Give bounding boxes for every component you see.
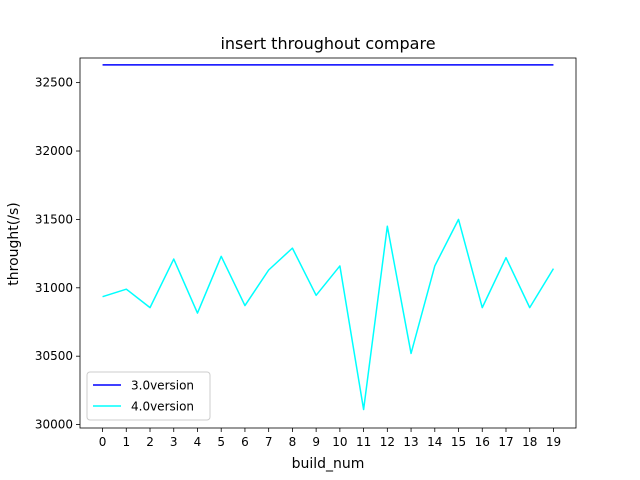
x-tick-label: 10 (332, 435, 347, 449)
y-tick-label: 32500 (35, 76, 73, 90)
y-tick-label: 30500 (35, 349, 73, 363)
x-tick-label: 8 (289, 435, 297, 449)
axes-frame (79, 57, 577, 429)
x-tick-label: 9 (312, 435, 320, 449)
x-tick-label: 2 (146, 435, 154, 449)
x-tick-label: 3 (170, 435, 178, 449)
x-tick-label: 12 (380, 435, 395, 449)
x-tick-label: 15 (451, 435, 466, 449)
y-tick-label: 32000 (35, 144, 73, 158)
chart-title: insert throughout compare (220, 34, 435, 53)
x-tick-label: 6 (241, 435, 249, 449)
x-tick-label: 0 (99, 435, 107, 449)
y-axis-label: throught(/s) (6, 202, 22, 285)
series-line-2 (102, 218, 555, 411)
x-tick-label: 7 (265, 435, 273, 449)
legend-label-2: 4.0version (131, 400, 194, 414)
x-tick-label: 11 (356, 435, 371, 449)
x-tick-label: 19 (546, 435, 561, 449)
x-tick-label: 17 (498, 435, 513, 449)
x-tick-label: 18 (522, 435, 537, 449)
x-tick-label: 4 (194, 435, 202, 449)
x-tick-label: 16 (475, 435, 490, 449)
y-tick-label: 31000 (35, 281, 73, 295)
y-tick-label: 31500 (35, 212, 73, 226)
legend-box (86, 371, 211, 421)
x-tick-label: 1 (122, 435, 130, 449)
x-tick-label: 14 (427, 435, 442, 449)
y-tick-label: 30000 (35, 418, 73, 432)
x-axis-label: build_num (292, 456, 365, 472)
x-tick-label: 5 (217, 435, 225, 449)
x-tick-label: 13 (403, 435, 418, 449)
legend-label-1: 3.0version (131, 379, 194, 393)
plot-area: 0 1 2 3 4 5 6 7 8 9 10 11 12 13 14 15 16 17 18 193000030500… (35, 57, 577, 449)
